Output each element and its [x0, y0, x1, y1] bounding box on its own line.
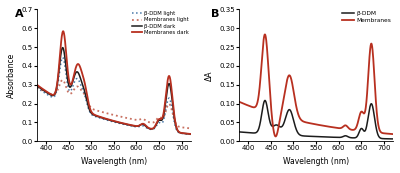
β-DDM dark [34, 85, 39, 87]
β-DDM light [83, 98, 88, 100]
β-DDM dark [83, 95, 88, 97]
β-DDM light [72, 80, 77, 82]
X-axis label: Wavelength (nm): Wavelength (nm) [283, 157, 349, 166]
β-DDM dark [188, 133, 193, 135]
β-DDM light [78, 83, 83, 85]
Line: Membranes: Membranes [239, 34, 393, 136]
β-DDM dark [78, 77, 83, 79]
Y-axis label: Absorbance: Absorbance [7, 53, 16, 98]
β-DDM light [34, 87, 39, 89]
Legend: β-DDM light, Membranes light, β-DDM dark, Membranes dark: β-DDM light, Membranes light, β-DDM dark… [132, 11, 189, 35]
β-DDM light [136, 126, 140, 128]
β-DDM light [188, 133, 193, 135]
β-DDM [237, 131, 242, 133]
β-DDM dark [174, 125, 178, 127]
Membranes [391, 133, 396, 135]
β-DDM [286, 110, 290, 112]
β-DDM [275, 124, 280, 126]
Membranes [280, 101, 285, 103]
Membranes dark [136, 125, 140, 127]
β-DDM [280, 124, 285, 126]
Line: β-DDM dark: β-DDM dark [37, 48, 191, 134]
Membranes dark [174, 124, 178, 126]
β-DDM dark [154, 122, 159, 124]
β-DDM dark [136, 125, 140, 127]
β-DDM dark [60, 47, 65, 49]
β-DDM light [60, 56, 65, 58]
Text: B: B [212, 10, 220, 19]
Line: Membranes light: Membranes light [37, 80, 191, 129]
Membranes light [188, 128, 193, 130]
Membranes [376, 124, 381, 126]
Line: β-DDM: β-DDM [239, 101, 393, 139]
Membranes light [78, 88, 83, 90]
Membranes light [136, 119, 140, 121]
β-DDM dark [72, 74, 77, 76]
Membranes [275, 132, 280, 134]
Membranes dark [188, 133, 193, 135]
Membranes [273, 135, 278, 138]
Membranes dark [34, 84, 39, 86]
Membranes light [174, 122, 178, 125]
Legend: β-DDM, Membranes: β-DDM, Membranes [342, 11, 391, 23]
β-DDM [376, 134, 380, 136]
Membranes light [72, 87, 77, 89]
Membranes dark [61, 30, 66, 32]
Membranes dark [72, 70, 77, 72]
β-DDM [357, 131, 362, 133]
Membranes [357, 115, 362, 117]
Membranes [237, 101, 242, 103]
β-DDM light [174, 127, 178, 129]
Line: Membranes dark: Membranes dark [37, 31, 191, 134]
Membranes [338, 127, 343, 129]
β-DDM [262, 99, 267, 102]
Membranes [262, 33, 267, 35]
Y-axis label: ΔA: ΔA [205, 70, 214, 81]
Membranes light [60, 79, 65, 81]
β-DDM [391, 138, 396, 140]
Membranes dark [83, 87, 88, 89]
Membranes light [34, 87, 39, 89]
β-DDM light [154, 124, 159, 126]
Membranes dark [78, 67, 83, 69]
Membranes [286, 75, 291, 77]
Membranes light [154, 118, 159, 120]
Text: A: A [15, 10, 24, 19]
Membranes light [83, 96, 88, 98]
Line: β-DDM light: β-DDM light [37, 57, 191, 134]
β-DDM [338, 136, 343, 138]
Membranes dark [154, 121, 159, 123]
X-axis label: Wavelength (nm): Wavelength (nm) [81, 157, 147, 166]
